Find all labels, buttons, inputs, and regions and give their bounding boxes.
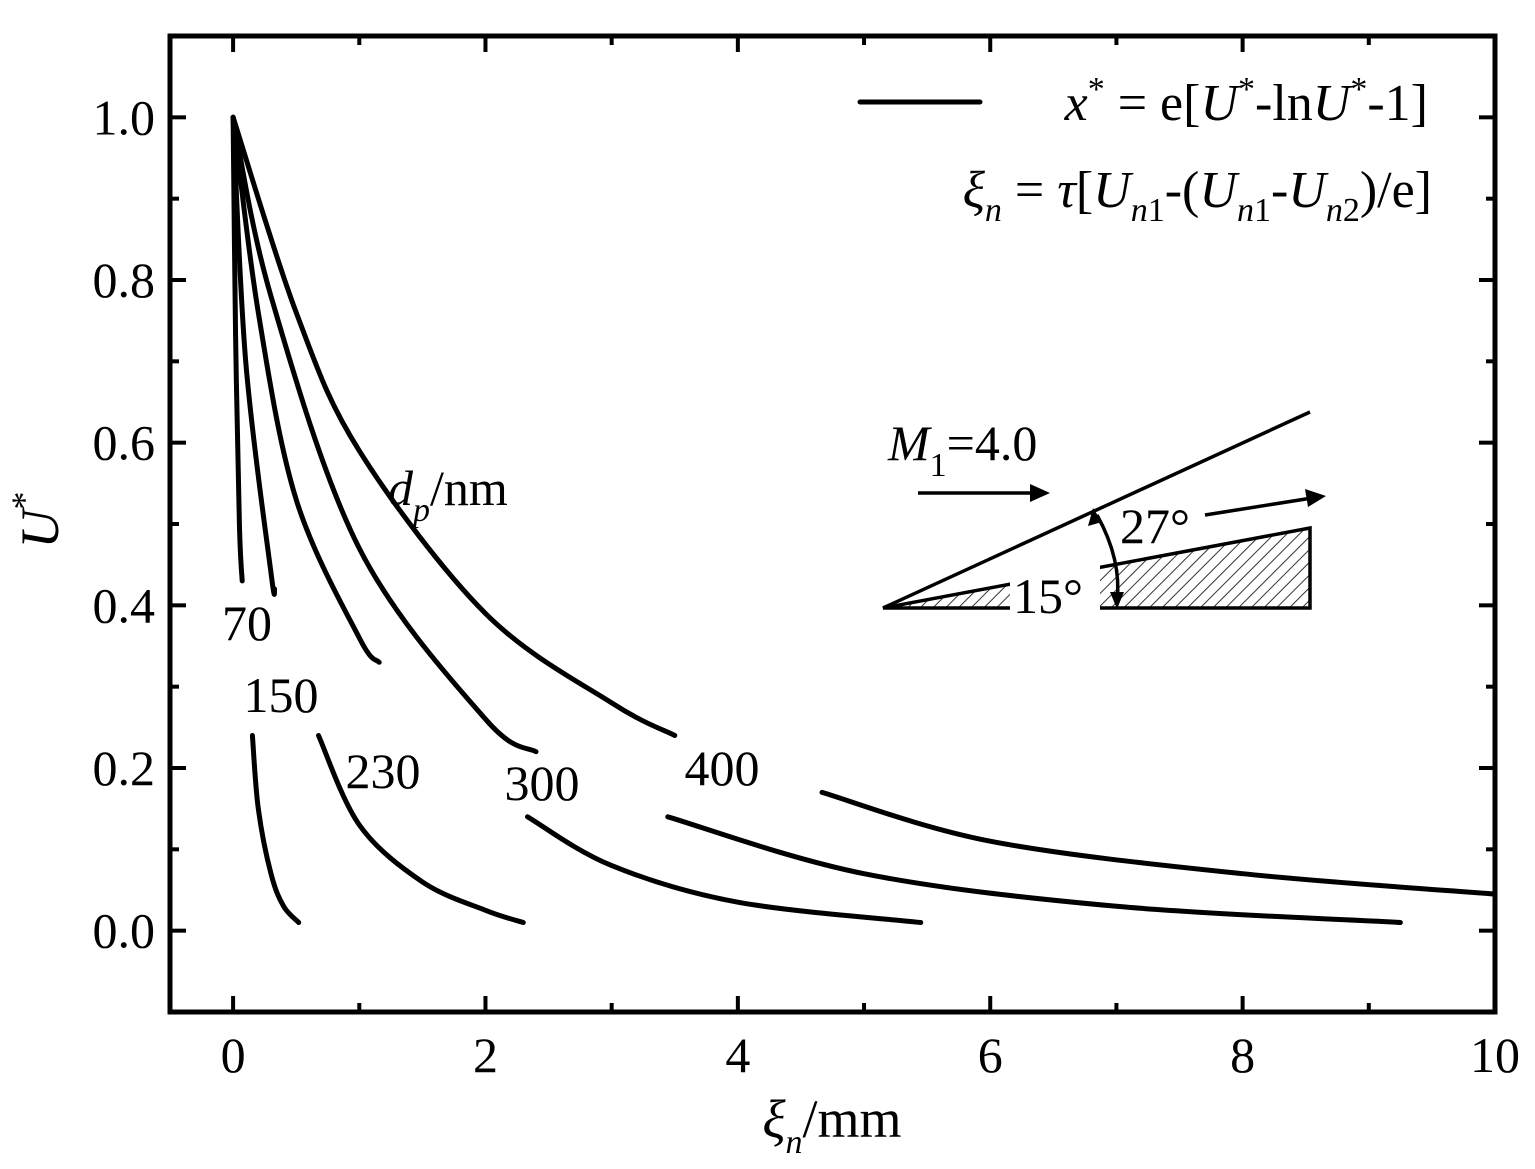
mach-value: =4.0 [947, 415, 1038, 471]
x-tick-label: 0 [221, 1027, 246, 1083]
deflected-flow-line [1204, 496, 1313, 517]
series-line-230-lower [525, 814, 924, 925]
curve-label-230: 230 [346, 743, 421, 799]
x-axis-subscript: n [786, 1124, 803, 1161]
y-tick-label: 0.4 [93, 577, 156, 633]
angle-arc-head-bottom [1110, 592, 1124, 609]
x-tick-label: 10 [1470, 1027, 1520, 1083]
mach-symbol: M [887, 415, 932, 471]
plot-frame [167, 33, 1498, 1015]
curve-label-150: 150 [244, 667, 319, 723]
x-tick-label: 6 [978, 1027, 1003, 1083]
mach-subscript: 1 [930, 447, 947, 484]
curves-layer [230, 114, 1498, 925]
y-tick-label: 0.0 [93, 903, 156, 959]
series-line-150-lower [316, 733, 526, 925]
y-axis-superscript: * [4, 492, 44, 510]
dp-subscript: p [411, 492, 430, 529]
series-line-150-upper [230, 114, 278, 597]
x-tick-label: 2 [473, 1027, 498, 1083]
x-tick-label: 8 [1230, 1027, 1255, 1083]
y-tick-label: 0.6 [93, 415, 156, 471]
x-axis-unit: /mm [803, 1089, 902, 1149]
mach-label: M1=4.0 [887, 415, 1037, 484]
series-line-230-upper [230, 114, 382, 665]
y-axis-title: U* [4, 492, 70, 549]
x-tick-label: 4 [725, 1027, 750, 1083]
y-tick-label: 1.0 [93, 89, 156, 145]
shock-line [882, 410, 1311, 610]
deflected-flow-head [1305, 489, 1326, 507]
series-line-300-upper [230, 114, 539, 755]
x-axis-title: ξn/mm [762, 1089, 901, 1161]
legend-equation-1: x* = e[U*-lnU*-1] [1064, 71, 1428, 132]
curve-label-70: 70 [222, 595, 272, 651]
x-axis-symbol: ξ [762, 1089, 786, 1149]
y-tick-label: 0.8 [93, 252, 156, 308]
tick-labels-layer: 0 2 4 6 8 10 0.0 0.2 0.4 0.6 0.8 1.0 [93, 89, 1521, 1083]
series-line-70-lower [249, 733, 302, 925]
series-group-label: dp/nm [388, 460, 508, 529]
series-line-400-upper [230, 114, 678, 738]
angle-label-mask [1010, 560, 1100, 612]
y-axis-symbol: U [10, 507, 70, 549]
flow-arrow-head [1030, 484, 1050, 502]
dp-symbol: d [388, 460, 414, 516]
shock-angle-label: 27° [1120, 498, 1190, 554]
angle-arc-head-top [1088, 508, 1102, 526]
legend-equation-2: ξn = τ[Un1-(Un1-Un2)/e] [963, 162, 1432, 229]
dp-unit: /nm [430, 460, 508, 516]
series-line-70-upper [230, 114, 245, 584]
wedge-angle-label: 15° [1013, 568, 1083, 624]
series-line-400-lower [819, 789, 1498, 897]
series-line-300-lower [665, 814, 1403, 925]
curve-label-300: 300 [505, 755, 580, 811]
y-tick-label: 0.2 [93, 740, 156, 796]
curve-label-400: 400 [685, 740, 760, 796]
wedge-inset: M1=4.0 27° 15° [882, 410, 1326, 624]
